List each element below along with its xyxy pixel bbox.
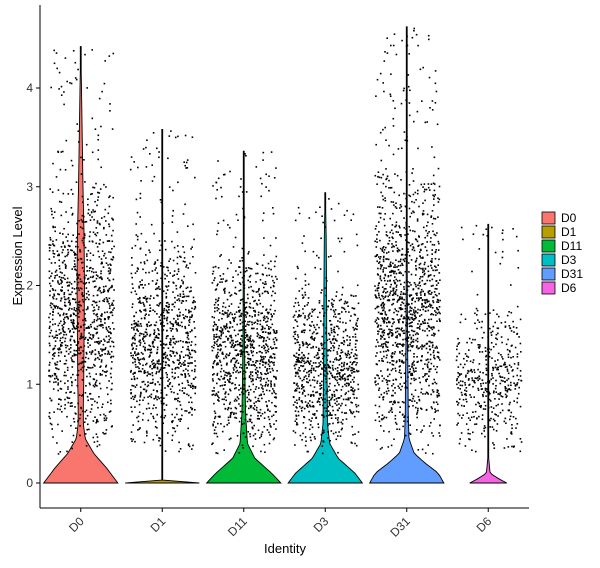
x-tick-label: D11 [225,514,250,539]
jitter-d11 [211,151,278,455]
x-tick-label: D3 [311,514,332,535]
y-tick-label: 3 [26,180,33,194]
legend-item-d1: D1 [541,225,577,239]
x-tick-label: D0 [66,514,87,535]
legend-swatch [541,267,556,281]
jitter-points-layer [48,27,523,455]
jitter-d31 [374,27,441,455]
legend-label: D6 [561,281,577,295]
legend-swatch [541,225,556,239]
jitter-d3 [292,198,360,455]
axes-layer [39,5,529,509]
y-tick-label: 4 [26,81,33,95]
y-tick-label: 2 [26,279,33,293]
legend-item-d31: D31 [541,267,583,281]
legend-label: D11 [561,239,582,253]
legend-label: D1 [561,225,577,239]
x-tick-label: D31 [387,514,413,540]
violins-layer [42,26,508,484]
legend-item-d0: D0 [541,211,577,225]
y-tick-label: 1 [26,377,33,391]
legend-label: D0 [561,211,577,225]
x-tick-label: D1 [148,514,169,535]
violin-d3 [287,192,364,484]
y-axis-title: Expression Level [10,206,25,305]
legend-swatch [541,239,556,253]
violin-d0 [42,46,119,484]
legend-label: D31 [561,267,583,281]
x-tick-label: D6 [474,514,495,535]
legend-item-d6: D6 [541,281,577,295]
x-axis-title: Identity [264,541,306,556]
jitter-d0 [48,49,115,455]
legend-item-d3: D3 [541,253,577,267]
legend-swatch [541,281,556,295]
legend-item-d11: D11 [541,239,582,253]
violin-d1 [125,129,200,484]
legend-label: D3 [561,253,577,267]
violin-d6 [469,223,508,484]
legend-swatch [541,253,556,267]
y-ticks: 0 1 2 3 4 [26,81,40,490]
x-ticks: D0 D1 D11 D3 D31 D6 [66,508,495,540]
legend-swatch [541,211,556,225]
y-tick-label: 0 [26,476,33,490]
jitter-d1 [129,130,197,453]
jitter-d6 [455,224,523,453]
